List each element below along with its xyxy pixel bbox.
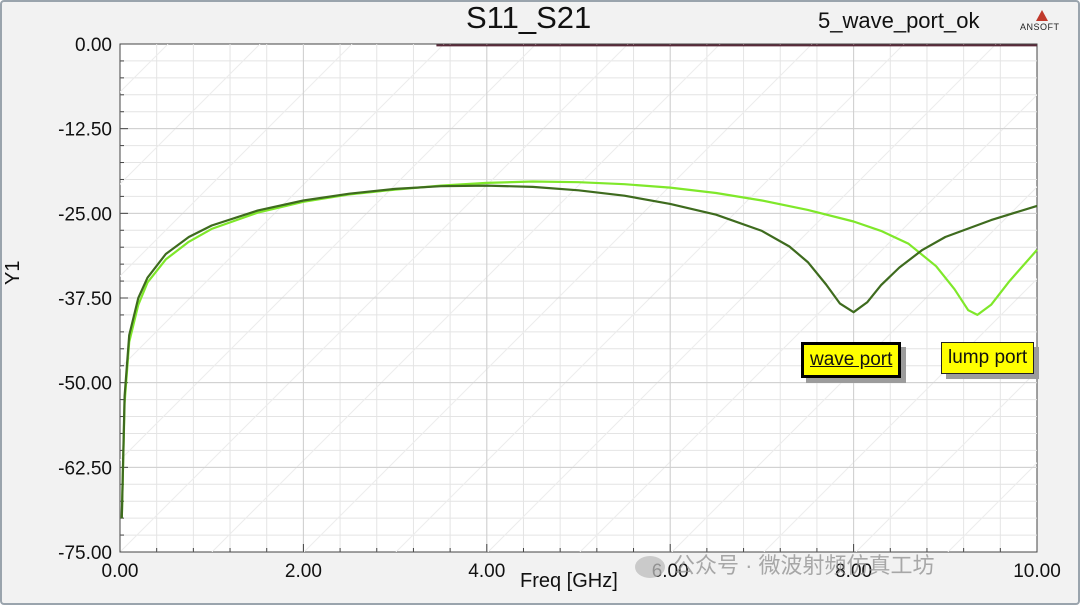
logo-triangle-icon — [1036, 10, 1048, 21]
y-tick-label: -12.50 — [58, 120, 112, 141]
logo-text: ANSOFT — [1020, 22, 1060, 32]
watermark: 公众号 · 微波射频仿真工坊 — [635, 548, 935, 580]
hatch-line — [1040, 44, 1080, 552]
series-lines — [120, 44, 1038, 519]
y-tick-label: -37.50 — [58, 289, 112, 310]
design-name: 5_wave_port_ok — [818, 8, 980, 33]
y-tick-label: -50.00 — [58, 374, 112, 395]
major-grid — [120, 44, 1037, 552]
marker-lump-port[interactable]: lump port — [941, 342, 1035, 374]
wechat-icon — [635, 556, 665, 579]
y-tick-label: -62.50 — [58, 458, 112, 479]
y-axis-label: Y1 — [2, 260, 24, 285]
axis-ticks: 0.00 2.00 4.00 6.00 8.00 10.000.00-12.50-25.0… — [58, 35, 1061, 582]
x-axis-label: Freq [GHz] — [520, 570, 618, 592]
watermark-text: 公众号 · 微波射频仿真工坊 — [673, 553, 935, 578]
series-wave-port[interactable] — [120, 184, 1038, 519]
marker-wave-port[interactable]: wave port — [801, 342, 902, 378]
ansoft-logo: ANSOFT — [1018, 10, 1068, 34]
series-lump-port[interactable] — [120, 180, 1038, 519]
x-tick-label: 0.00 — [102, 561, 139, 582]
chart-title: S11_S21 — [466, 0, 592, 35]
y-tick-label: -25.00 — [58, 204, 112, 225]
x-tick-label: 4.00 — [468, 561, 505, 582]
y-tick-label: 0.00 — [75, 35, 112, 56]
x-tick-label: 8.00 — [835, 561, 872, 582]
x-tick-label: 10.00 — [1013, 561, 1061, 582]
y-tick-label: -75.00 — [58, 543, 112, 564]
x-tick-label: 2.00 — [285, 561, 322, 582]
